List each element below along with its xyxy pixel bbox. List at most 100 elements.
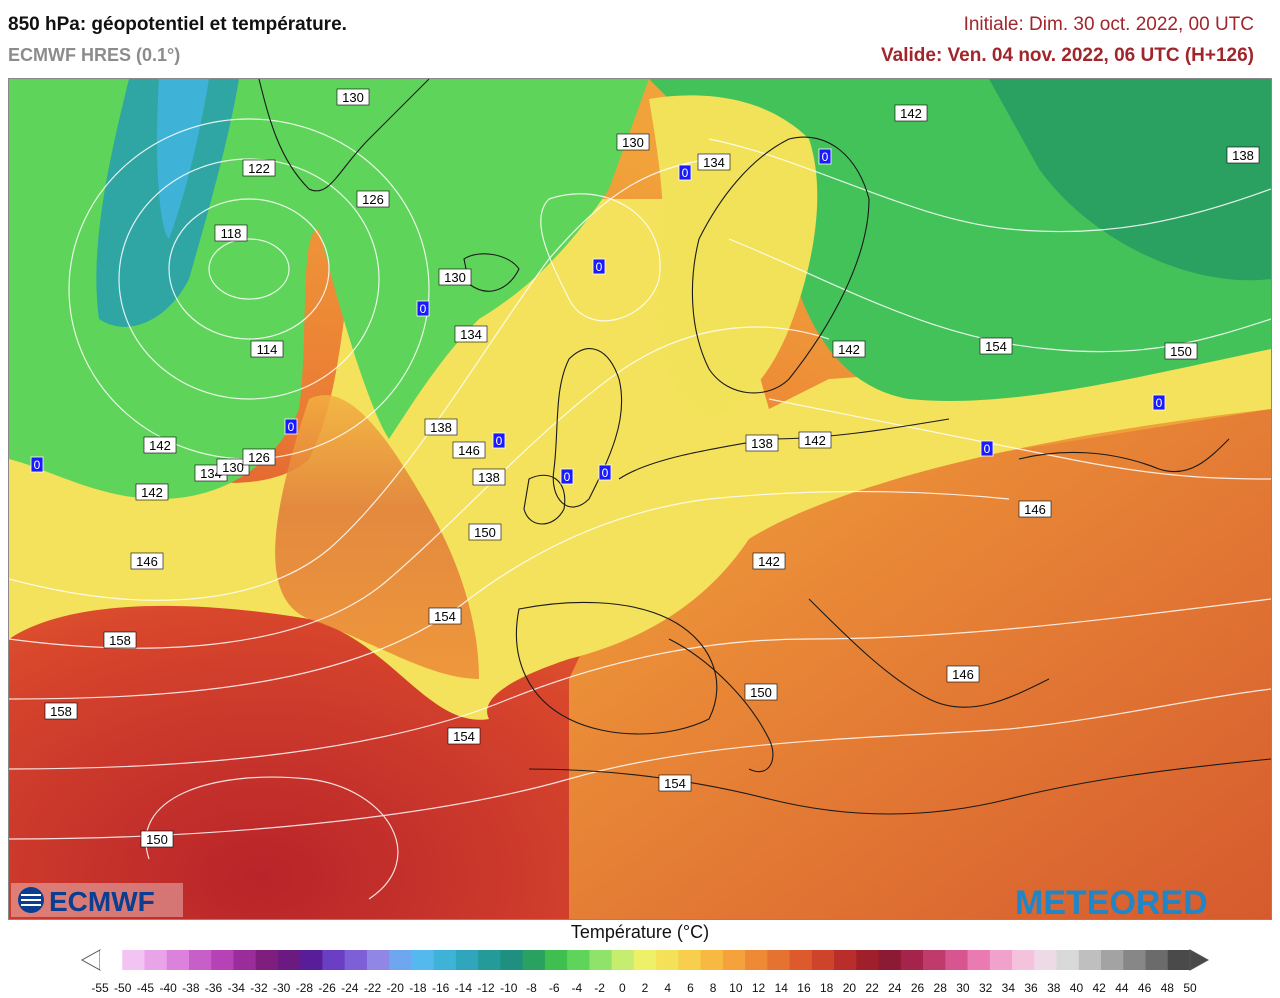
colorbar-tick-label: -30 (273, 981, 291, 995)
colorbar-tick-label: 30 (956, 981, 970, 995)
ecmwf-text: ECMWF (49, 886, 155, 917)
contour-label: 150 (140, 830, 174, 848)
colorbar-swatch (1145, 950, 1169, 970)
colorbar-swatch (122, 950, 145, 970)
svg-text:0: 0 (984, 442, 991, 456)
colorbar-tick-label: 8 (710, 981, 717, 995)
colorbar-tick-label: -24 (341, 981, 359, 995)
svg-text:0: 0 (822, 150, 829, 164)
colorbar-swatch (144, 950, 168, 970)
colorbar-swatch (700, 950, 724, 970)
colorbar-swatch (900, 950, 924, 970)
svg-text:158: 158 (109, 633, 131, 648)
svg-text:138: 138 (751, 436, 773, 451)
colorbar-tick-label: 34 (1002, 981, 1016, 995)
colorbar-swatch (989, 950, 1013, 970)
coastlines (258, 79, 1271, 815)
contour-label: 146 (130, 552, 164, 570)
svg-text:0: 0 (34, 458, 41, 472)
svg-text:138: 138 (478, 470, 500, 485)
colorbar-swatch (166, 950, 190, 970)
svg-text:126: 126 (362, 192, 384, 207)
colorbar-swatch (589, 950, 613, 970)
coldest-core (157, 79, 209, 239)
svg-text:138: 138 (430, 420, 452, 435)
colorbar-tick-label: 18 (820, 981, 834, 995)
svg-text:134: 134 (703, 155, 725, 170)
colorbar-tick-label: 22 (865, 981, 879, 995)
svg-text:0: 0 (1156, 396, 1163, 410)
contour-label: 150 (744, 683, 778, 701)
contour-label: 154 (658, 774, 692, 792)
colorbar-swatch (656, 950, 679, 970)
colorbar-swatch (522, 950, 546, 970)
svg-text:130: 130 (342, 90, 364, 105)
colorbar-swatch (411, 950, 435, 970)
colorbar-tick-label: -32 (250, 981, 268, 995)
contour-label: 130 (438, 268, 472, 286)
colorbar-swatch (722, 950, 746, 970)
colorbar-swatch (366, 950, 390, 970)
valid-time: Valide: Ven. 04 nov. 2022, 06 UTC (H+126… (881, 45, 1254, 66)
contour-label: 142 (798, 431, 832, 449)
svg-text:142: 142 (141, 485, 163, 500)
contour-label: 142 (752, 552, 786, 570)
contour-label: 158 (44, 702, 78, 720)
svg-text:158: 158 (50, 704, 72, 719)
colorbar-swatch (1123, 950, 1147, 970)
colorbar-title: Température (°C) (570, 922, 710, 942)
zero-isotherm-label: 0 (1152, 394, 1166, 411)
colorbar-tick-label: 6 (687, 981, 694, 995)
colorbar-tick-label: 32 (979, 981, 993, 995)
colorbar-swatch (455, 950, 479, 970)
zero-isotherm-label: 0 (416, 300, 430, 317)
contour-label: 146 (452, 441, 486, 459)
svg-text:150: 150 (1170, 344, 1192, 359)
colorbar-tick-label: 48 (1161, 981, 1175, 995)
colorbar-min-arrow (80, 949, 101, 971)
colorbar-swatch (544, 950, 568, 970)
contour-label: 138 (424, 418, 458, 436)
colorbar-tick-label: 10 (729, 981, 743, 995)
colorbar-tick-label: 50 (1183, 981, 1197, 995)
zero-isotherm-label: 0 (678, 164, 692, 181)
colorbar-tick-label: -22 (364, 981, 382, 995)
colorbar-swatch (745, 950, 768, 970)
contour-label: 150 (1164, 342, 1198, 360)
colorbar-tick-label: -36 (205, 981, 223, 995)
colorbar-tick-label: -8 (526, 981, 537, 995)
colorbar-swatch (277, 950, 301, 970)
colorbar-tick-label: -14 (455, 981, 473, 995)
svg-text:146: 146 (458, 443, 480, 458)
colorbar-swatch (945, 950, 969, 970)
colorbar-swatch (834, 950, 857, 970)
colorbar-swatch (923, 950, 946, 970)
contour-label: 150 (468, 523, 502, 541)
svg-text:154: 154 (985, 339, 1007, 354)
colorbar-tick-label: 4 (664, 981, 671, 995)
contour-label: 134 (697, 153, 731, 171)
colorbar-tick-label: -34 (228, 981, 246, 995)
colorbar-tick-label: -4 (572, 981, 583, 995)
svg-text:0: 0 (602, 466, 609, 480)
colorbar-swatch (856, 950, 880, 970)
svg-text:0: 0 (682, 166, 689, 180)
colorbar-tick-label: -12 (477, 981, 495, 995)
contour-label: 138 (1226, 146, 1260, 164)
weather-map[interactable]: 130 130 134 142 138 122 126 118 130 134 114 138 142 1… (8, 78, 1272, 920)
zero-label-layer: 0 0 0 0 0 0 0 0 0 0 0 (30, 148, 1166, 485)
colorbar-swatch (878, 950, 902, 970)
colorbar-swatch (1056, 950, 1080, 970)
warm-tongue (275, 395, 479, 679)
colorbar-swatch (255, 950, 279, 970)
colorbar-tick-label: 26 (911, 981, 925, 995)
colorbar-swatch (300, 950, 323, 970)
cold-region-russia (989, 79, 1271, 281)
contour-label: 126 (356, 190, 390, 208)
colorbar-tick-label: 46 (1138, 981, 1152, 995)
colorbar-swatch (433, 950, 457, 970)
colorbar-tick-label: -45 (137, 981, 155, 995)
colorbar-swatch (967, 950, 991, 970)
ecmwf-logo: ECMWF (11, 883, 183, 917)
